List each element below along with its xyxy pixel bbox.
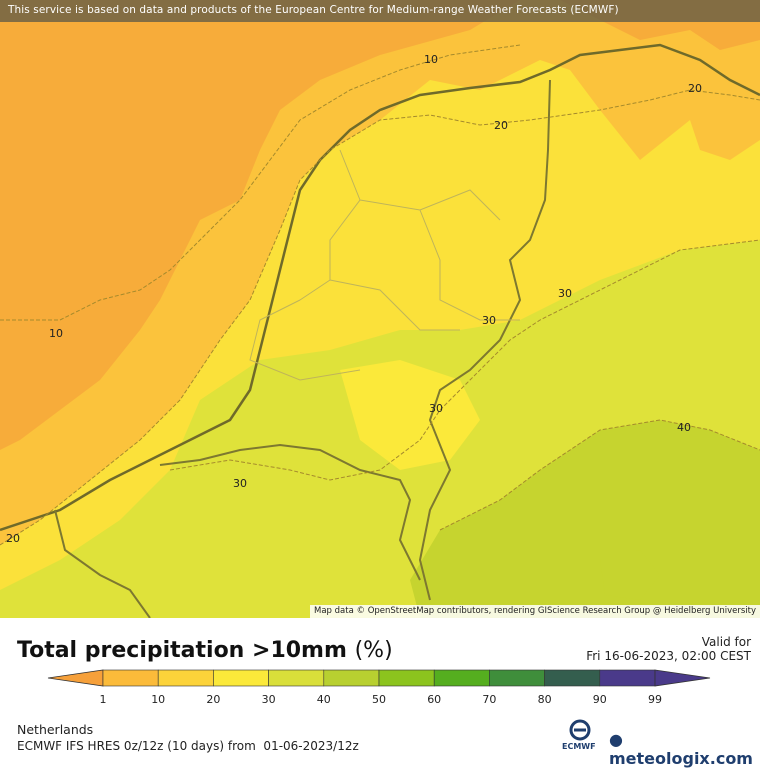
map-credit[interactable]: Map data © OpenStreetMap contributors, r…	[310, 605, 760, 618]
border-nl-de	[418, 79, 551, 601]
scale-tick-label: 99	[648, 693, 662, 706]
scale-ticks: 1 10 20 30 40 50 60 70 80 90 99	[100, 693, 663, 706]
scale-cell	[599, 669, 656, 687]
brand-icon: ●	[609, 730, 623, 749]
field-1-10-northwest	[0, 0, 520, 450]
valid-label: Valid for	[701, 635, 751, 649]
scale-tick-label: 1	[100, 693, 107, 706]
contour-label-20-southwest: 20	[6, 532, 20, 545]
contour-label-30-east: 30	[558, 287, 572, 300]
attribution-text: This service is based on data and produc…	[8, 4, 619, 16]
contour-30	[169, 239, 760, 481]
scale-arrow-right	[654, 669, 711, 687]
border-be-nl	[159, 443, 421, 581]
border-fr-be	[54, 509, 151, 618]
contour-label-30-south: 30	[429, 402, 443, 415]
scale-tick-label: 70	[482, 693, 496, 706]
contour-20	[0, 89, 760, 546]
precipitation-map[interactable]: 10 10 20 20 20 30 30 30 30 40 This servi…	[0, 0, 760, 618]
scale-cells	[47, 669, 711, 687]
ecmwf-logo-text: ECMWF	[562, 742, 596, 751]
province-lines	[249, 149, 520, 381]
legend-title-text: Total precipitation >10mm	[17, 638, 347, 663]
scale-tick-label: 20	[206, 693, 220, 706]
contour-label-10-west: 10	[49, 327, 63, 340]
scale-tick-label: 50	[372, 693, 386, 706]
valid-time: Fri 16-06-2023, 02:00 CEST	[586, 649, 751, 663]
contour-label-30-center: 30	[482, 314, 496, 327]
contour-label-20-north: 20	[494, 119, 508, 132]
ecmwf-globe-icon	[569, 719, 591, 741]
region-name: Netherlands	[17, 722, 94, 737]
legend-panel: Total precipitation >10mm (%) Valid for …	[0, 618, 760, 768]
scale-cell	[323, 669, 380, 687]
contour-label-20-east: 20	[688, 82, 702, 95]
contour-10	[0, 44, 521, 321]
scale-arrow-left	[47, 669, 104, 687]
scale-tick-label: 80	[538, 693, 552, 706]
attribution-bar: This service is based on data and produc…	[0, 0, 760, 22]
map-canvas: 10 10 20 20 20 30 30 30 30 40	[0, 0, 760, 618]
color-scale: 1 10 20 30 40 50 60 70 80 90 99	[47, 669, 711, 706]
scale-cell	[157, 669, 214, 687]
legend-title: Total precipitation >10mm (%)	[17, 638, 393, 663]
scale-cell	[544, 669, 601, 687]
scale-tick-label: 30	[262, 693, 276, 706]
scale-cell	[213, 669, 269, 687]
scale-cell	[378, 669, 435, 687]
field-40-50-southeast	[410, 420, 760, 618]
contour-label-40: 40	[677, 421, 691, 434]
scale-cell	[268, 669, 325, 687]
model-info: ECMWF IFS HRES 0z/12z (10 days) from 01-…	[17, 739, 359, 753]
scale-tick-label: 10	[151, 693, 165, 706]
scale-tick-label: 40	[317, 693, 331, 706]
scale-cell	[102, 669, 159, 687]
scale-cell	[433, 669, 490, 687]
legend-unit: (%)	[354, 638, 393, 663]
ecmwf-logo: ECMWF	[560, 718, 600, 758]
field-40-50-patch	[600, 550, 660, 600]
contour-label-10-north: 10	[424, 53, 438, 66]
brand-logo[interactable]: ● meteologix.com	[609, 730, 760, 768]
contour-label-30-southwest: 30	[233, 477, 247, 490]
scale-cell	[489, 669, 545, 687]
scale-tick-label: 90	[593, 693, 607, 706]
brand-text: meteologix.com	[609, 749, 753, 768]
scale-tick-label: 60	[427, 693, 441, 706]
contour-40	[439, 419, 760, 531]
